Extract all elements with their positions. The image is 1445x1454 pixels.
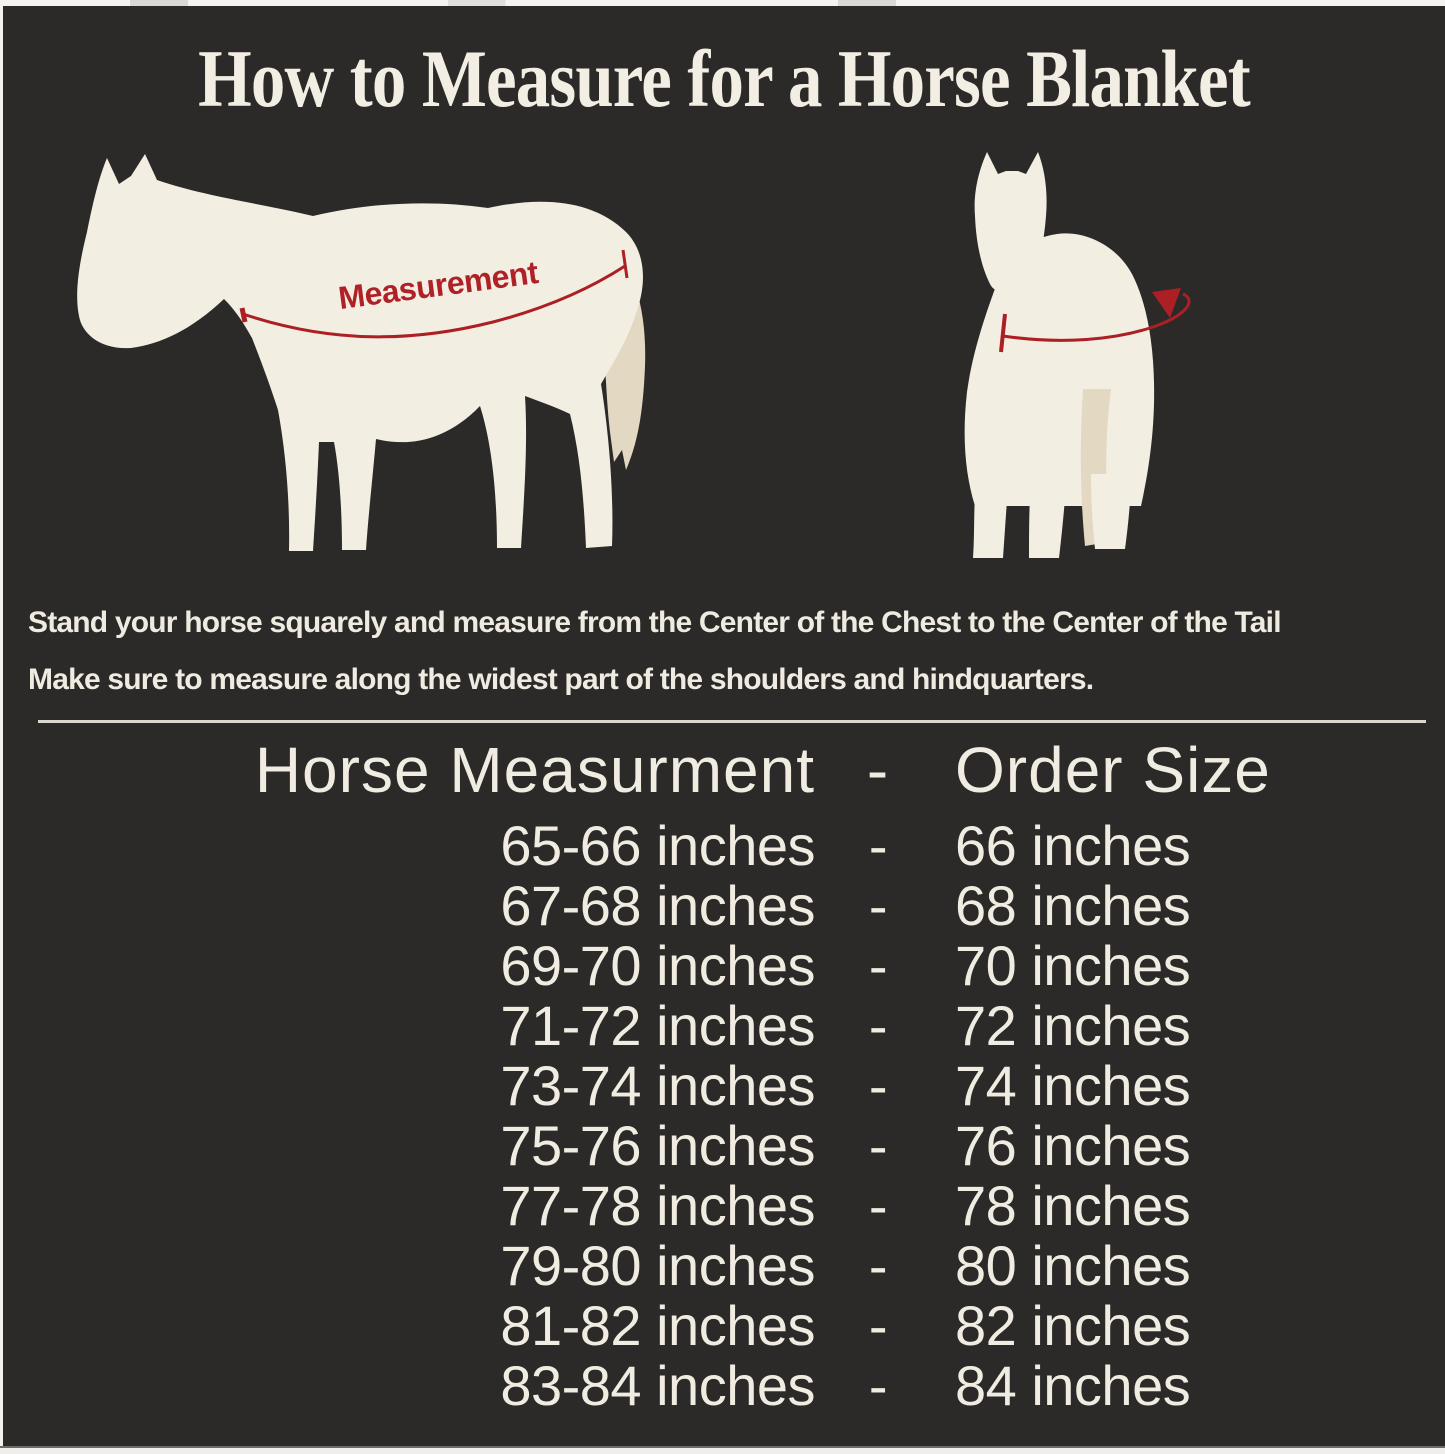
instructions-line2: Make sure to measure along the widest pa…: [28, 663, 1094, 696]
row-separator: -: [868, 874, 888, 937]
row-horse-measurement: 83-84 inches: [500, 1354, 815, 1417]
row-horse-measurement: 75-76 inches: [500, 1114, 815, 1177]
row-horse-measurement: 77-78 inches: [500, 1174, 815, 1237]
row-horse-measurement: 73-74 inches: [500, 1054, 815, 1117]
row-separator: -: [868, 1234, 888, 1297]
row-horse-measurement: 69-70 inches: [500, 934, 815, 997]
header-order-size: Order Size: [955, 734, 1271, 806]
table-row: 75-76 inches - 76 inches: [3, 1116, 1445, 1176]
row-separator: -: [868, 934, 888, 997]
header-horse-measurement: Horse Measurment: [254, 734, 815, 806]
measurement-line: [242, 264, 626, 339]
row-horse-measurement: 65-66 inches: [500, 814, 815, 877]
row-order-size: 80 inches: [955, 1234, 1191, 1297]
row-separator: -: [868, 1354, 888, 1417]
row-order-size: 66 inches: [955, 814, 1191, 877]
row-separator: -: [868, 1174, 888, 1237]
row-separator: -: [868, 1114, 888, 1177]
front-horse-front-right-leg: [1029, 474, 1067, 558]
row-horse-measurement: 71-72 inches: [500, 994, 815, 1057]
row-separator: -: [868, 814, 888, 877]
row-order-size: 74 inches: [955, 1054, 1191, 1117]
row-order-size: 78 inches: [955, 1174, 1191, 1237]
row-separator: -: [868, 1054, 888, 1117]
row-order-size: 68 inches: [955, 874, 1191, 937]
table-row: 65-66 inches - 66 inches: [3, 816, 1445, 876]
front-horse-head: [974, 152, 1047, 294]
row-separator: -: [868, 1294, 888, 1357]
table-row: 81-82 inches - 82 inches: [3, 1296, 1445, 1356]
measurement-line-end-tick: [621, 249, 629, 279]
infographic-panel: How to Measure for a Horse Blanket Measu…: [3, 6, 1445, 1446]
girth-measurement-arrowhead: [1152, 288, 1181, 318]
table-row: 79-80 inches - 80 inches: [3, 1236, 1445, 1296]
size-table-header: Horse Measurment - Order Size: [3, 732, 1445, 808]
girth-measurement-tick: [999, 313, 1007, 353]
table-row: 69-70 inches - 70 inches: [3, 936, 1445, 996]
side-horse-body: [77, 154, 643, 551]
row-order-size: 76 inches: [955, 1114, 1191, 1177]
girth-measurement-arrow-line: [1002, 292, 1191, 342]
table-row: 77-78 inches - 78 inches: [3, 1176, 1445, 1236]
front-horse-diagram: [945, 142, 1245, 576]
table-row: 83-84 inches - 84 inches: [3, 1356, 1445, 1416]
front-view-horse-icon: [964, 152, 1191, 558]
divider-line: [38, 720, 1426, 723]
row-horse-measurement: 81-82 inches: [500, 1294, 815, 1357]
instructions-line1: Stand your horse squarely and measure fr…: [28, 606, 1282, 639]
row-order-size: 70 inches: [955, 934, 1191, 997]
table-row: 67-68 inches - 68 inches: [3, 876, 1445, 936]
row-order-size: 84 inches: [955, 1354, 1191, 1417]
size-table-rows: 65-66 inches -66 inches 67-68 inches -68 in…: [3, 816, 1445, 1416]
row-order-size: 82 inches: [955, 1294, 1191, 1357]
front-horse-hind-leg: [1091, 474, 1131, 549]
measuring-instructions: Stand your horse squarely and measure fr…: [28, 594, 1440, 708]
table-row: 73-74 inches - 74 inches: [3, 1056, 1445, 1116]
front-horse-front-left-leg: [973, 474, 1009, 558]
table-row: 71-72 inches - 72 inches: [3, 996, 1445, 1056]
row-order-size: 72 inches: [955, 994, 1191, 1057]
page-title: How to Measure for a Horse Blanket: [198, 33, 1251, 124]
size-table: Horse Measurment - Order Size 65-66 inch…: [3, 732, 1445, 1416]
header-separator: -: [866, 734, 890, 806]
side-view-horse-icon: [77, 154, 646, 551]
page-bottom-edge: [0, 1446, 1445, 1454]
row-horse-measurement: 67-68 inches: [500, 874, 815, 937]
measurement-line-start-tick: [239, 307, 248, 323]
row-horse-measurement: 79-80 inches: [500, 1234, 815, 1297]
side-horse-diagram: Measurement: [73, 142, 723, 576]
page-top-edge: [0, 0, 1445, 6]
row-separator: -: [868, 994, 888, 1057]
